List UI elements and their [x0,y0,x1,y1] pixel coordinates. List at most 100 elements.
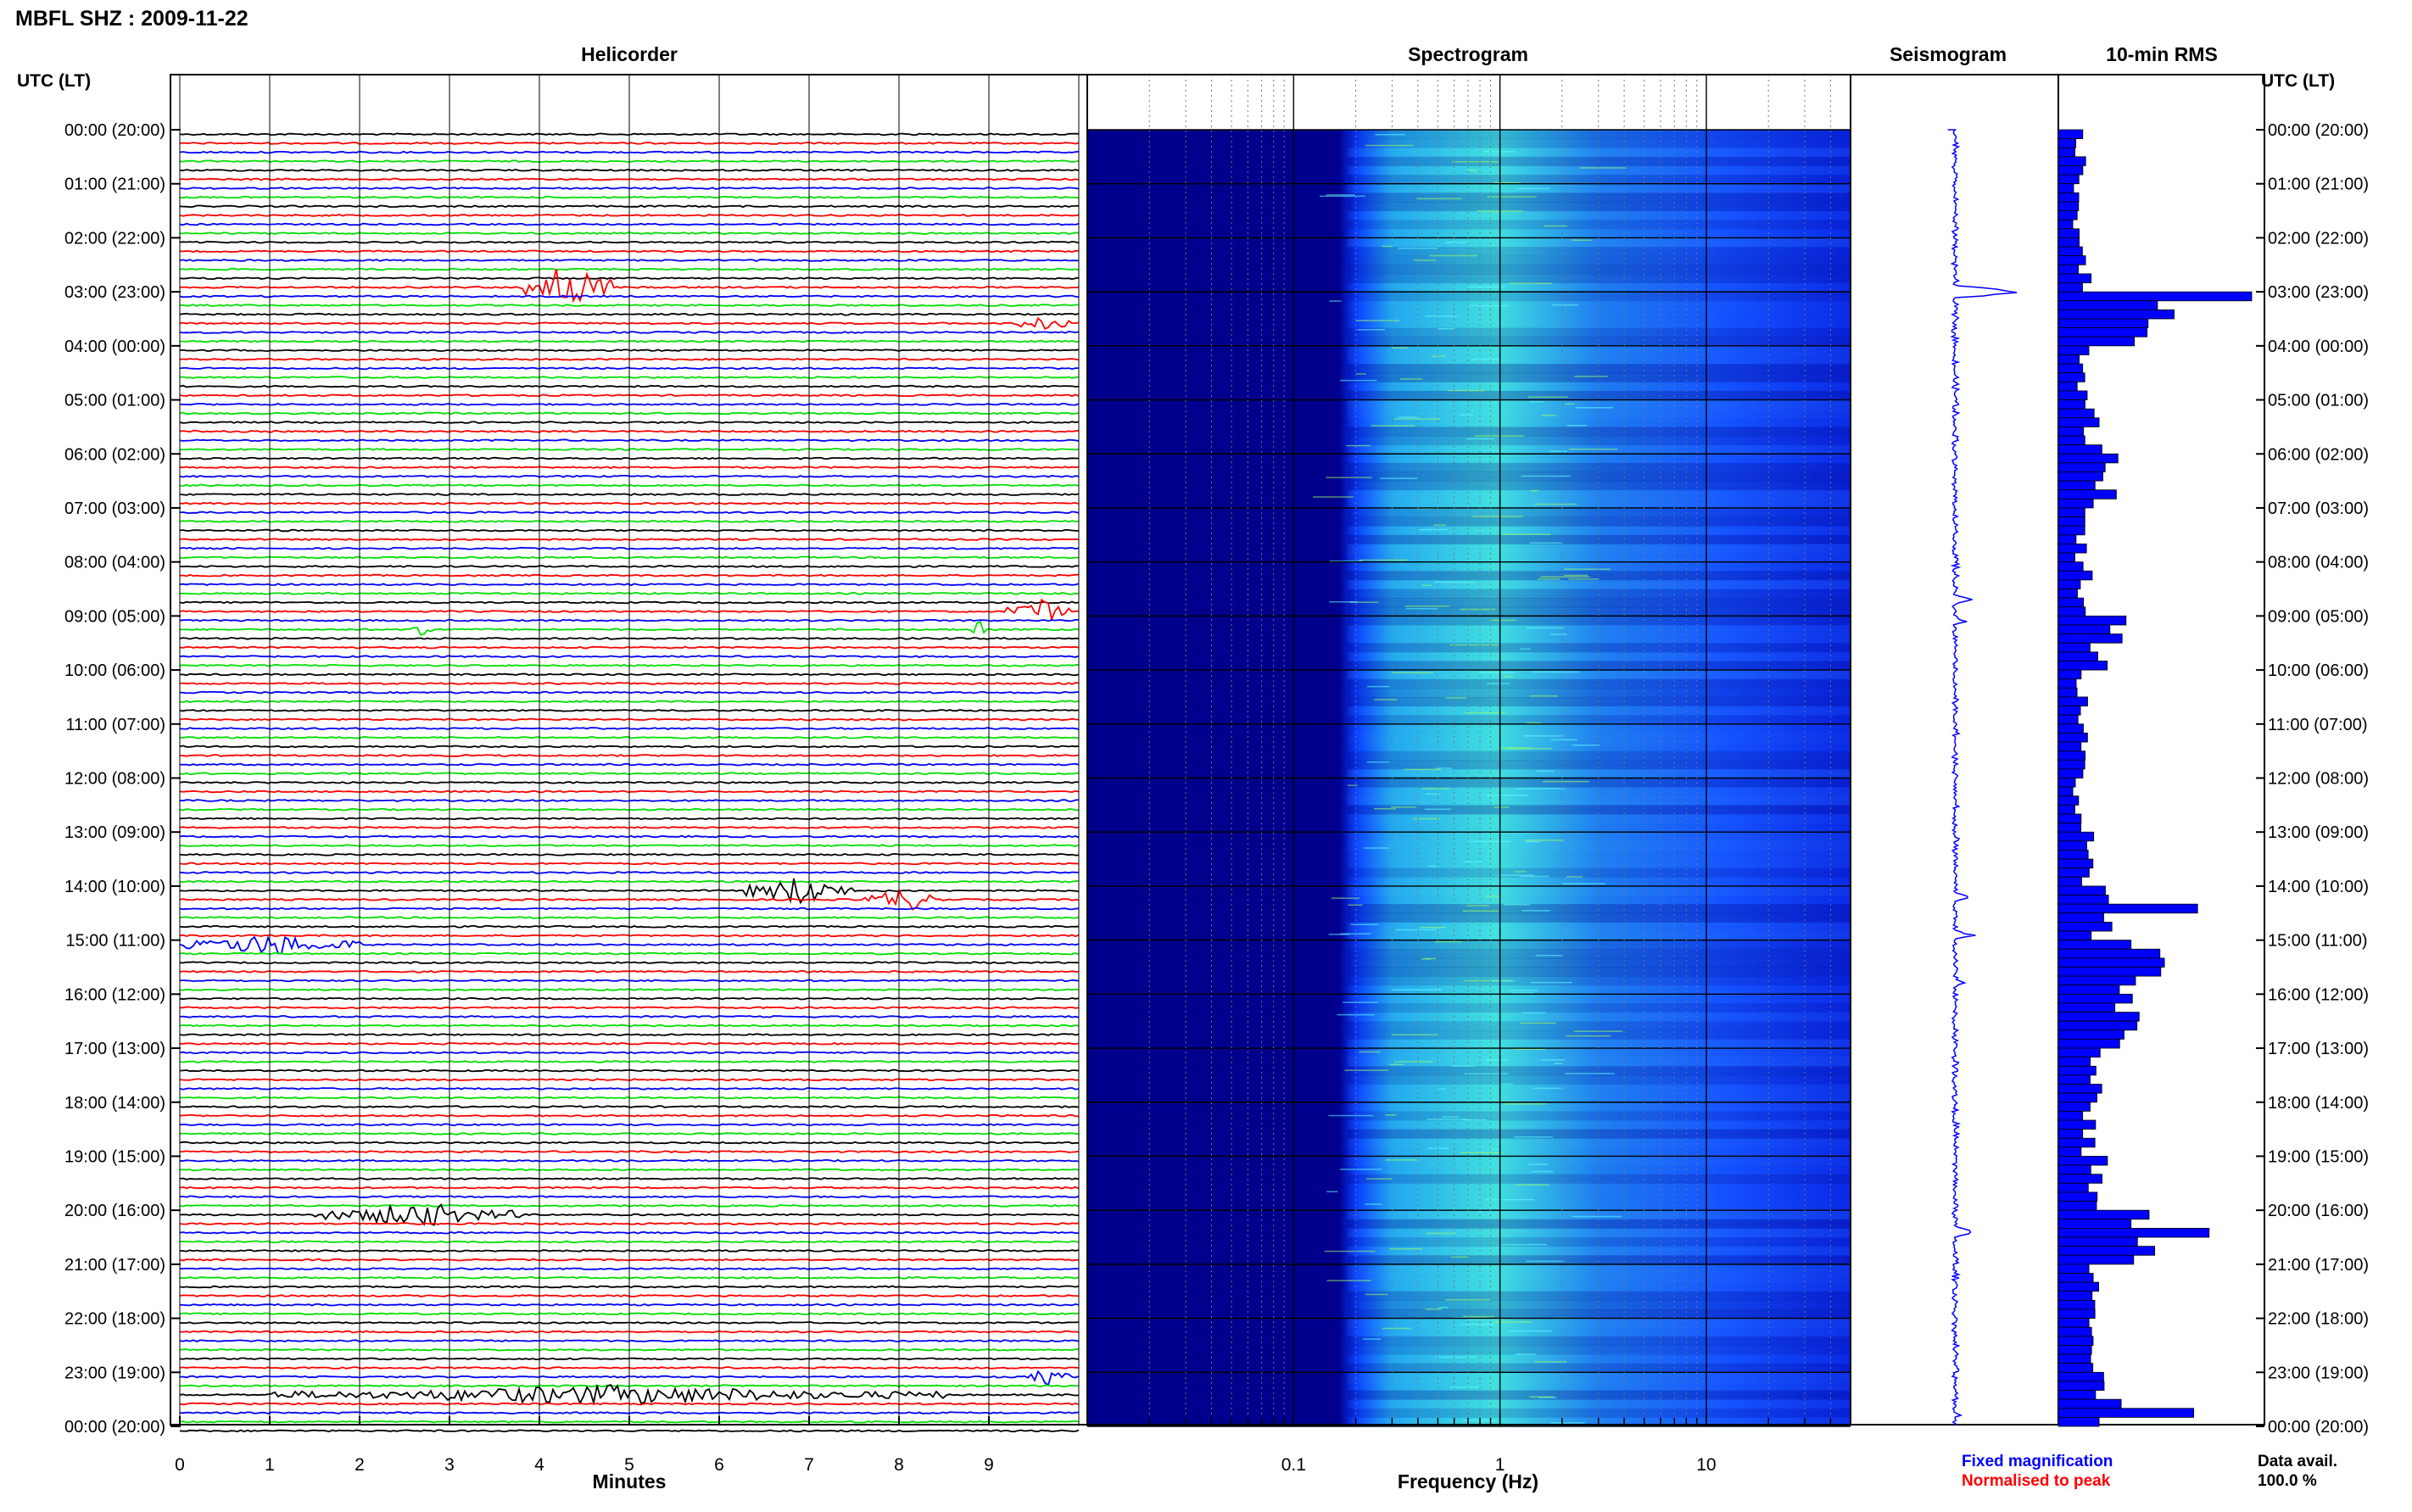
data-avail-label: Data avail. [2258,1453,2337,1470]
rms-bar [2057,786,2074,797]
spectrogram-speckle [1566,876,1583,878]
rms-bar [2057,1318,2090,1328]
spectrogram-row-texture [1347,1327,1851,1337]
rms-bar [2057,183,2074,193]
spectrogram-speckle [1367,685,1390,688]
spectrogram-speckle [1498,747,1532,749]
spectrogram-row-texture [1347,571,1851,581]
spectrogram-speckle [1524,840,1564,841]
spectrogram-speckle [1365,144,1414,147]
spectrogram-row-texture [1348,994,1851,1003]
spectrogram-row-texture [1347,750,1851,761]
right-time-label: 15:00 (11:00) [2268,932,2368,951]
spectrogram-row-texture [1348,562,1851,572]
rms-bar [2057,1074,2091,1085]
rms-bar [2057,606,2086,617]
spectrogram-speckle [1566,425,1588,427]
spectrogram-row-texture [1347,372,1851,382]
right-time-label: 09:00 (05:00) [2268,607,2369,626]
spectrogram-row-texture [1348,724,1851,734]
left-time-label: 07:00 (03:00) [64,499,165,518]
right-time-label: 23:00 (19:00) [2268,1364,2369,1382]
spectrogram-speckle [1519,875,1549,878]
left-time-label: 11:00 (07:00) [66,716,166,734]
spectrogram-row-texture [1347,670,1851,680]
spectrogram-speckle [1494,181,1521,184]
spectrogram-row-texture [1347,364,1851,374]
page-title: MBFL SHZ : 2009-11-22 [15,7,248,31]
rms-bar [2057,1047,2101,1058]
spectrogram-row-texture [1347,237,1851,248]
rms-bar [2057,1002,2116,1013]
spectrogram-row-texture [1347,589,1851,599]
spectrogram-speckle [1527,396,1569,398]
spectrogram-row-texture [1347,778,1851,788]
spectrogram-row-texture [1347,1237,1851,1247]
rms-bar [2057,525,2085,536]
spectrogram-speckle [1565,1073,1615,1074]
rms-bar [2057,1353,2091,1364]
rms-bar [2057,733,2088,743]
spectrogram-speckle [1326,477,1372,478]
spectrogram-row-texture [1347,922,1851,932]
rms-bar [2057,895,2109,905]
spectrogram-speckle [1529,542,1563,544]
spectrogram-row-texture [1347,1246,1851,1256]
right-time-label: 10:00 (06:00) [2268,661,2369,680]
right-time-label: 03:00 (23:00) [2268,283,2369,302]
rms-bar [2057,993,2133,1004]
spectrogram-row-texture [1348,1399,1851,1409]
rms-bar [2057,354,2080,365]
spectrogram-row-texture [1348,742,1851,751]
spectrogram-speckle [1489,1148,1499,1150]
helicorder-x-tick-label: 2 [355,1455,365,1475]
spectrogram-speckle [1312,496,1354,498]
spectrogram-row-texture [1347,885,1851,896]
spectrogram-row-texture [1347,544,1851,554]
spectrogram-speckle [1538,578,1561,580]
spectrogram-row-texture [1347,255,1851,265]
spectrogram-speckle [1448,389,1485,392]
spectrogram-row-texture [1347,265,1851,275]
rms-bar [2057,1246,2155,1256]
left-time-label: 06:00 (02:00) [64,445,165,464]
rms-bar [2057,1408,2195,1418]
left-time-label: 19:00 (15:00) [64,1147,165,1166]
spectrogram-row-texture [1347,1039,1851,1049]
spectrogram-speckle [1365,1293,1388,1296]
rms-bar [2057,957,2165,968]
spectrogram-speckle [1487,683,1510,684]
spectrogram-row-texture [1347,949,1851,959]
spectrogram-speckle [1347,784,1358,786]
rms-bar [2057,759,2085,770]
rms-bar [2057,480,2096,491]
right-time-label: 18:00 (14:00) [2268,1094,2369,1113]
spectrogram-speckle [1541,415,1556,416]
spectrogram-row-texture [1347,579,1851,590]
spectrogram-speckle [1494,1321,1532,1323]
spectrogram-speckle [1431,355,1446,357]
spectrogram-speckle [1366,1178,1393,1180]
rms-bar [2057,903,2198,914]
helicorder-x-tick-label: 0 [175,1455,185,1475]
right-time-label: 08:00 (04:00) [2268,554,2369,572]
rms-bar [2057,444,2102,455]
spectrogram-speckle [1357,329,1386,331]
data-avail-value: 100.0 % [2258,1472,2317,1490]
spectrogram-row-texture [1347,715,1851,725]
spectrogram-speckle [1462,1119,1487,1121]
spectrogram-speckle [1346,444,1371,447]
rms-bar [2057,912,2104,923]
rms-bar [2057,129,2084,140]
spectrogram-speckle [1400,378,1423,380]
spectrogram-speckle [1574,376,1608,377]
spectrogram-speckle [1419,528,1448,531]
spectrogram-speckle [1551,304,1578,306]
spectrogram-row-texture [1347,292,1851,302]
rms-bar [2057,1057,2091,1067]
rms-bar [2057,597,2085,608]
rms-bar [2057,1416,2100,1427]
spectrogram-speckle [1521,475,1571,477]
spectrogram-row-texture [1347,1174,1851,1184]
spectrogram-speckle [1355,373,1366,375]
